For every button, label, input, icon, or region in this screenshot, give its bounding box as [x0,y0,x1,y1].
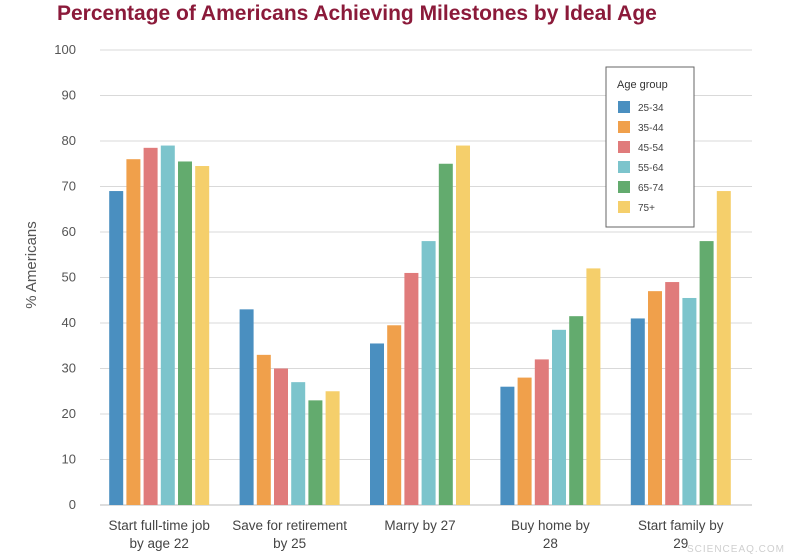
bar-65-74 [178,161,192,505]
y-tick-label: 40 [62,315,76,330]
y-tick-label: 20 [62,406,76,421]
legend-label: 25-34 [638,103,664,114]
bar-35-44 [517,377,532,505]
legend-label: 35-44 [638,123,664,134]
x-axis-categories: Start full-time job by age 22 Save for ret… [109,518,724,551]
y-tick-label: 90 [62,88,76,103]
bar-25-34 [500,386,515,505]
bar-45-54 [665,282,680,505]
bar-45-54 [534,359,549,505]
bar-75+ [195,166,210,505]
x-category-label: by age 22 [130,536,189,551]
bar-55-64 [682,297,697,505]
x-category-label: 29 [673,536,688,551]
legend-swatch [618,121,630,133]
bar-35-44 [256,354,271,505]
bar-55-64 [552,329,566,505]
x-category-label: by 25 [273,536,306,551]
legend-swatch [618,141,630,153]
y-tick-label: 70 [62,179,76,194]
legend-label: 45-54 [638,143,664,154]
bar-65-74 [438,163,453,505]
bars [109,145,731,506]
y-axis-ticks: 0 10 20 30 40 50 60 70 80 90 100 [54,42,76,512]
chart-title: Percentage of Americans Achieving Milest… [57,2,657,25]
bar-45-54 [274,368,288,505]
bar-25-34 [109,191,124,506]
bar-65-74 [569,316,584,505]
bar-25-34 [239,309,254,505]
x-category-label: Start full-time job [109,518,210,533]
bar-35-44 [387,325,402,505]
bar-75+ [586,268,601,505]
bar-55-64 [291,382,306,505]
legend-swatch [618,101,630,113]
y-tick-label: 50 [62,270,76,285]
y-tick-label: 80 [62,133,76,148]
legend: Age group 25-34 35-44 45-54 55-64 65-74 75+ [605,66,695,228]
bar-75+ [716,191,731,506]
bar-75+ [325,391,340,505]
bar-25-34 [370,343,384,505]
watermark: SCIENCEAQ.COM [687,544,785,555]
legend-title: Age group [617,79,668,91]
x-category-label: Start family by [638,518,724,533]
legend-swatch [618,201,630,213]
y-tick-label: 100 [54,42,76,57]
bar-25-34 [630,318,645,505]
bar-35-44 [648,291,662,505]
legend-items: 25-34 35-44 45-54 55-64 65-74 75+ [618,101,664,214]
bar-55-64 [160,145,175,506]
legend-swatch [618,181,630,193]
x-category-label: Save for retirement [232,518,347,533]
bar-35-44 [126,159,141,505]
legend-label: 75+ [638,203,655,214]
y-tick-label: 10 [62,452,76,467]
legend-label: 65-74 [638,183,664,194]
x-category-label: Marry by 27 [384,518,455,533]
y-axis-label: % Americans [23,221,40,309]
bar-45-54 [404,272,419,505]
legend-swatch [618,161,630,173]
bar-65-74 [699,241,714,505]
x-category-label: Buy home by [511,518,590,533]
bar-45-54 [143,147,158,505]
bar-55-64 [421,241,436,505]
bar-75+ [456,145,470,506]
y-tick-label: 60 [62,224,76,239]
y-tick-label: 30 [62,361,76,376]
legend-label: 55-64 [638,163,664,174]
y-tick-label: 0 [69,497,76,512]
x-category-label: 28 [543,536,558,551]
bar-65-74 [308,400,323,505]
